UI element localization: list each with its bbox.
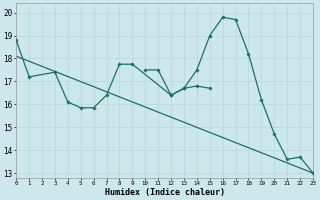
X-axis label: Humidex (Indice chaleur): Humidex (Indice chaleur) bbox=[105, 188, 225, 197]
